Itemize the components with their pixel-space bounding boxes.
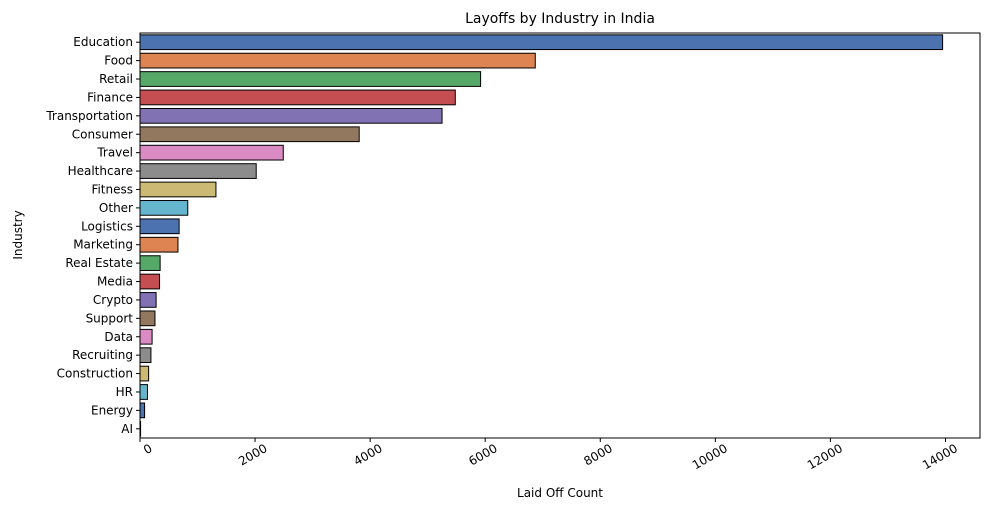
y-tick-label-recruiting: Recruiting: [72, 348, 133, 362]
bar-real-estate: [139, 255, 161, 271]
x-tick-label-4000: 4000: [351, 441, 384, 468]
bar-education: [139, 34, 944, 51]
bar-energy: [139, 402, 146, 419]
bar-healthcare: [139, 163, 257, 179]
y-tick-label-real-estate: Real Estate: [65, 256, 133, 270]
chart-title: Layoffs by Industry in India: [465, 11, 655, 27]
bar-consumer: [139, 126, 360, 143]
y-tick-label-education: Education: [73, 35, 133, 49]
bar-food: [139, 52, 536, 69]
y-tick-label-transportation: Transportation: [45, 109, 133, 123]
y-axis-label: Industry: [11, 210, 25, 259]
bar-construction: [139, 365, 150, 382]
y-tick-label-fitness: Fitness: [91, 182, 133, 196]
y-tick-label-construction: Construction: [57, 367, 133, 381]
x-axis-label: Laid Off Count: [517, 486, 603, 500]
bars-group: [139, 34, 944, 437]
bar-fitness: [139, 181, 217, 198]
y-tick-label-other: Other: [99, 201, 133, 215]
y-tick-label-crypto: Crypto: [93, 293, 133, 307]
x-tick-label-8000: 8000: [581, 441, 614, 468]
bar-media: [139, 273, 161, 290]
x-tick-label-6000: 6000: [466, 441, 499, 468]
bar-marketing: [139, 236, 179, 253]
y-tick-label-hr: HR: [116, 385, 133, 399]
y-tick-label-data: Data: [104, 330, 133, 344]
y-tick-label-finance: Finance: [87, 90, 133, 104]
y-tick-label-marketing: Marketing: [73, 238, 133, 252]
bar-logistics: [139, 218, 180, 235]
y-tick-label-food: Food: [104, 54, 133, 68]
y-tick-label-consumer: Consumer: [72, 127, 133, 141]
bar-support: [139, 310, 156, 327]
bar-data: [139, 328, 153, 345]
bar-travel: [139, 144, 284, 161]
bar-hr: [139, 384, 148, 400]
x-tick-label-10000: 10000: [690, 441, 730, 472]
bar-retail: [139, 71, 482, 87]
x-tick-label-14000: 14000: [920, 441, 960, 472]
bar-crypto: [139, 292, 157, 308]
x-tick-label-0: 0: [141, 441, 155, 457]
y-tick-label-logistics: Logistics: [81, 219, 133, 233]
bar-recruiting: [139, 347, 152, 364]
x-ticks: 0 2000 4000 6000 8000 10000 12000 14000: [139, 438, 960, 472]
y-tick-label-energy: Energy: [91, 403, 133, 417]
bar-transportation: [139, 107, 443, 124]
bar-other: [139, 200, 189, 216]
x-tick-label-12000: 12000: [805, 441, 845, 472]
y-tick-label-healthcare: Healthcare: [68, 164, 133, 178]
bar-finance: [139, 89, 456, 106]
y-tick-label-retail: Retail: [99, 72, 133, 86]
y-tick-label-travel: Travel: [96, 146, 133, 160]
x-tick-label-2000: 2000: [236, 441, 269, 468]
y-tick-labels: Education Food Retail Finance Transportation…: [45, 35, 140, 436]
y-tick-label-support: Support: [86, 311, 134, 325]
y-tick-label-ai: AI: [121, 422, 133, 436]
plot-frame: [139, 32, 981, 439]
y-tick-label-media: Media: [97, 275, 133, 289]
